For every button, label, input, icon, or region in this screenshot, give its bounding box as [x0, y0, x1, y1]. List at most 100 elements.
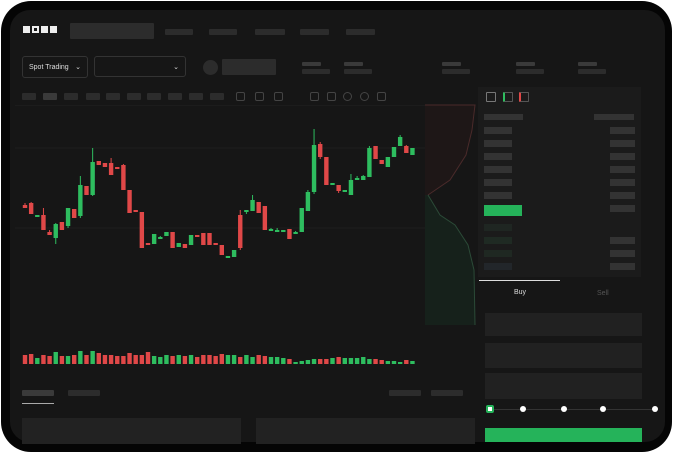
volume-bar	[348, 358, 354, 364]
interval-button[interactable]	[106, 93, 120, 100]
amount-input[interactable]	[485, 343, 642, 368]
volume-bar	[59, 356, 65, 364]
interval-button[interactable]	[86, 93, 100, 100]
candle-body	[225, 256, 231, 258]
line-tool-icon[interactable]	[236, 92, 245, 101]
ask-price	[484, 153, 512, 160]
volume-bar	[182, 356, 188, 364]
price-input[interactable]	[485, 313, 642, 336]
orderbook-bids-icon[interactable]	[503, 92, 513, 102]
candle-body	[213, 243, 218, 245]
candle-body	[145, 243, 151, 245]
settings-icon[interactable]	[360, 92, 369, 101]
volume-bar	[164, 355, 169, 364]
filter-button[interactable]	[389, 390, 421, 396]
circle-tool-icon[interactable]	[343, 92, 352, 101]
candle-body	[127, 190, 132, 213]
stat-label	[578, 62, 597, 66]
candle-body	[133, 210, 138, 212]
interval-button[interactable]	[189, 93, 203, 100]
slider-handle[interactable]	[486, 405, 494, 413]
volume-bar	[90, 351, 95, 364]
candle-body	[139, 212, 145, 248]
price-header	[484, 114, 523, 120]
candle-body	[84, 186, 89, 195]
volume-bar	[311, 359, 317, 364]
volume-bar	[330, 358, 335, 364]
nav-item[interactable]	[346, 29, 375, 35]
filter-button[interactable]	[431, 390, 463, 396]
volume-bar	[213, 356, 218, 364]
nav-item[interactable]	[255, 29, 285, 35]
volume-bar	[324, 359, 329, 364]
candle-body	[244, 210, 249, 212]
candle-body	[379, 160, 384, 164]
tab-buy[interactable]: Buy	[514, 289, 527, 296]
candle-body	[22, 205, 28, 208]
candle-body	[367, 148, 372, 177]
volume-bar	[219, 354, 224, 364]
bid-amount	[610, 237, 635, 244]
interval-button[interactable]	[127, 93, 141, 100]
order-card	[256, 418, 475, 444]
total-input[interactable]	[485, 373, 642, 399]
candle-body	[90, 162, 95, 195]
interval-button[interactable]	[168, 93, 182, 100]
expand-icon[interactable]	[377, 92, 386, 101]
volume-bar	[379, 360, 384, 364]
volume-bar	[293, 362, 298, 364]
percent-slider[interactable]	[489, 409, 656, 410]
pen-icon[interactable]	[255, 92, 264, 101]
tab-open-orders[interactable]	[22, 390, 54, 396]
candle-body	[391, 147, 397, 157]
trading-mode-label: Spot Trading	[29, 63, 69, 71]
candle-body	[231, 250, 237, 257]
candle-body	[293, 232, 298, 234]
ask-amount	[610, 179, 635, 186]
interval-button[interactable]	[43, 93, 57, 100]
interval-button[interactable]	[22, 93, 36, 100]
volume-bar	[385, 361, 391, 364]
search-bar[interactable]	[70, 23, 154, 39]
candle-body	[397, 137, 403, 146]
tab-order-history[interactable]	[68, 390, 100, 396]
nav-item[interactable]	[300, 29, 329, 35]
interval-button[interactable]	[64, 93, 78, 100]
orderbook-asks-icon[interactable]	[519, 92, 529, 102]
nav-item[interactable]	[165, 29, 193, 35]
ask-amount	[610, 153, 635, 160]
volume-bar	[151, 356, 157, 364]
volume-bar	[354, 358, 360, 364]
volume-bar	[78, 351, 83, 364]
candle-body	[59, 222, 65, 230]
interval-button[interactable]	[147, 93, 161, 100]
slider-mark-50[interactable]	[561, 406, 567, 412]
candle-body	[170, 232, 175, 248]
pen-icon[interactable]	[327, 92, 336, 101]
volume-bar	[274, 357, 280, 364]
candle-body	[35, 215, 40, 217]
pair-select[interactable]: ⌄	[94, 56, 186, 77]
candle-body	[195, 235, 200, 237]
buy-button[interactable]	[485, 428, 642, 442]
bid-price	[484, 263, 512, 270]
candle-body	[385, 157, 391, 167]
orderbook-both-icon[interactable]	[486, 92, 496, 102]
nav-item[interactable]	[209, 29, 237, 35]
slider-mark-100[interactable]	[652, 406, 658, 412]
tab-sell[interactable]: Sell	[597, 290, 609, 297]
interval-button[interactable]	[210, 93, 224, 100]
indicator-icon[interactable]	[274, 92, 283, 101]
amount-header	[594, 114, 634, 120]
candle-body	[96, 161, 101, 165]
slider-mark-75[interactable]	[600, 406, 606, 412]
trading-mode-select[interactable]: Spot Trading ⌄	[22, 56, 88, 78]
line-tool-icon[interactable]	[310, 92, 319, 101]
candle-body	[164, 232, 169, 236]
candle-body	[151, 234, 157, 244]
slider-mark-25[interactable]	[520, 406, 526, 412]
amount	[610, 205, 635, 212]
stat-label	[516, 62, 535, 66]
candle-body	[182, 244, 188, 248]
